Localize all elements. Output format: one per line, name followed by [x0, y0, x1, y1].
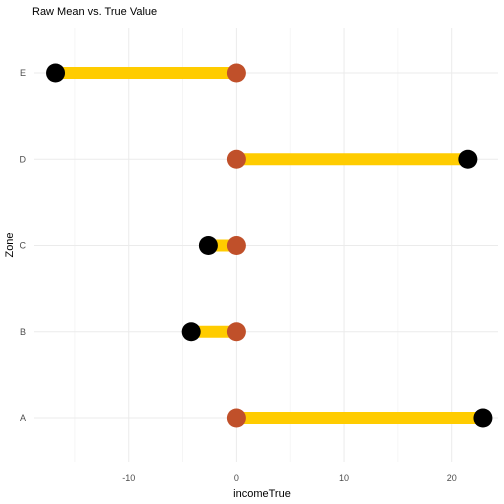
raw-point-B — [181, 322, 201, 342]
x-tick-labels: -10 0 10 20 — [122, 473, 456, 483]
raw-point-D — [458, 149, 478, 169]
y-axis-label: Zone — [4, 232, 16, 257]
y-tick-label-A: A — [20, 413, 26, 423]
y-tick-label-D: D — [20, 154, 27, 164]
x-tick-label: 0 — [234, 473, 239, 483]
raw-point-A — [473, 408, 493, 428]
raw-point-C — [198, 236, 218, 255]
x-tick-label: -10 — [122, 473, 135, 483]
chart-title: Raw Mean vs. True Value — [32, 6, 157, 18]
true-point-B — [226, 322, 246, 342]
x-tick-label: 20 — [447, 473, 457, 483]
y-tick-label-E: E — [20, 68, 26, 78]
points — [46, 63, 493, 428]
true-point-A — [226, 408, 246, 428]
x-tick-label: 10 — [339, 473, 349, 483]
true-point-D — [226, 149, 246, 169]
true-point-C — [226, 236, 246, 255]
raw-point-E — [46, 63, 66, 83]
true-point-E — [226, 63, 246, 83]
x-axis-label: incomeTrue — [233, 488, 291, 500]
grid — [34, 28, 498, 462]
y-tick-labels: A B C D E — [20, 68, 27, 423]
y-tick-label-B: B — [20, 327, 26, 337]
y-tick-label-C: C — [20, 241, 27, 251]
